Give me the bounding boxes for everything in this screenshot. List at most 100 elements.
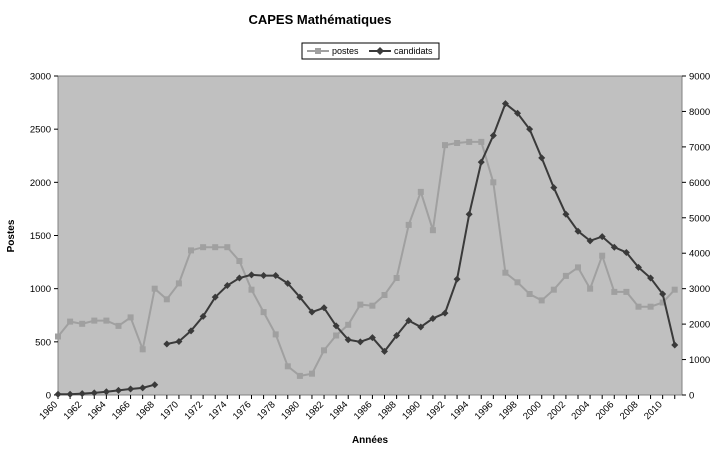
candidats-point [139, 384, 147, 392]
x-tick-label: 1986 [352, 399, 375, 422]
x-tick-label: 2008 [618, 399, 641, 422]
candidats-point [538, 154, 546, 162]
candidats-point [356, 338, 364, 346]
candidats-point [550, 184, 558, 192]
postes-point [284, 363, 291, 370]
postes-point [115, 322, 122, 329]
right-tick-label: 7000 [689, 142, 710, 153]
candidats-point [586, 237, 594, 245]
right-tick-label: 9000 [689, 72, 710, 83]
candidats-point [247, 271, 255, 279]
postes-point [236, 258, 243, 264]
chart-title: CAPES Mathématiques [248, 12, 391, 27]
candidats-point [477, 158, 485, 166]
postes-point [514, 279, 521, 286]
postes-point [139, 346, 146, 353]
left-tick-label: 1500 [30, 231, 51, 242]
candidats-point [187, 327, 195, 335]
postes-point [333, 332, 340, 339]
x-tick-label: 2002 [545, 399, 568, 422]
candidats-point [622, 249, 630, 257]
postes-point [442, 142, 448, 149]
right-tick-label: 6000 [689, 178, 710, 189]
postes-point [224, 244, 231, 251]
x-tick-label: 1966 [110, 399, 133, 422]
postes-point [454, 140, 461, 146]
left-tick-label: 0 [46, 391, 51, 402]
candidats-point [501, 100, 509, 108]
postes-point [127, 314, 134, 321]
x-tick-label: 2004 [569, 399, 592, 422]
x-tick-label: 1996 [473, 399, 496, 422]
postes-point [345, 321, 352, 328]
candidats-point [284, 279, 292, 287]
postes-point [55, 333, 61, 340]
postes-point [466, 138, 473, 145]
candidats-point [405, 317, 413, 325]
legend-candidats-label: candidats [394, 46, 433, 56]
x-tick-label: 1970 [158, 399, 181, 422]
postes-point [175, 280, 182, 287]
postes-point [151, 285, 158, 292]
right-tick-label: 1000 [689, 355, 710, 366]
postes-point [103, 317, 110, 324]
postes-point [163, 296, 170, 303]
postes-point [562, 272, 569, 279]
candidats-point [296, 293, 304, 301]
x-tick-label: 1964 [86, 399, 109, 422]
postes-point [405, 221, 412, 228]
candidats-point [151, 381, 159, 389]
candidats-point [671, 341, 679, 349]
postes-point [321, 347, 327, 354]
candidats-point [223, 281, 231, 289]
candidats-point [78, 390, 86, 398]
candidats-point [54, 390, 62, 398]
x-tick-label: 2006 [594, 399, 617, 422]
postes-point [550, 286, 557, 293]
x-tick-label: 1994 [449, 399, 472, 422]
candidats-point [260, 272, 268, 280]
x-axis: 1960 1962 1964 1966 1968 1970 1972 1974 1976 1978… [37, 395, 676, 422]
candidats-point [489, 132, 497, 140]
x-tick-label: 1962 [62, 399, 85, 422]
postes-line [57, 140, 676, 377]
postes-point [369, 302, 376, 309]
postes-point [599, 252, 606, 259]
series-postes [55, 138, 678, 379]
candidats-point [102, 388, 110, 396]
candidats-point [465, 210, 473, 218]
legend-postes-label: postes [332, 46, 359, 56]
postes-point [212, 244, 219, 251]
postes-point [671, 286, 678, 293]
x-tick-label: 1988 [376, 399, 399, 422]
candidats-point [417, 323, 425, 331]
postes-point [248, 286, 255, 293]
postes-point [502, 269, 509, 276]
postes-point [200, 244, 207, 251]
candidats-point [66, 390, 74, 398]
candidats-point [90, 389, 98, 397]
postes-point [538, 297, 545, 304]
postes-point [587, 285, 594, 292]
postes-point [526, 291, 533, 297]
left-tick-label: 2500 [30, 125, 51, 136]
x-tick-label: 1998 [497, 399, 520, 422]
candidats-point [308, 308, 316, 316]
series-candidats [54, 100, 679, 398]
candidats-point [647, 274, 655, 282]
candidats-point [320, 304, 328, 312]
x-tick-label: 2000 [521, 399, 544, 422]
right-tick-label: 8000 [689, 107, 710, 118]
postes-point [272, 331, 279, 338]
x-tick-label: 1974 [207, 399, 230, 422]
candidats-point [344, 336, 352, 344]
x-tick-label: 1968 [134, 399, 157, 422]
x-tick-label: 1992 [424, 399, 447, 422]
postes-point [393, 275, 400, 281]
left-tick-label: 1000 [30, 284, 51, 295]
postes-point [659, 299, 666, 306]
postes-point [67, 318, 74, 325]
candidats-point [381, 347, 389, 355]
postes-point [417, 188, 424, 195]
